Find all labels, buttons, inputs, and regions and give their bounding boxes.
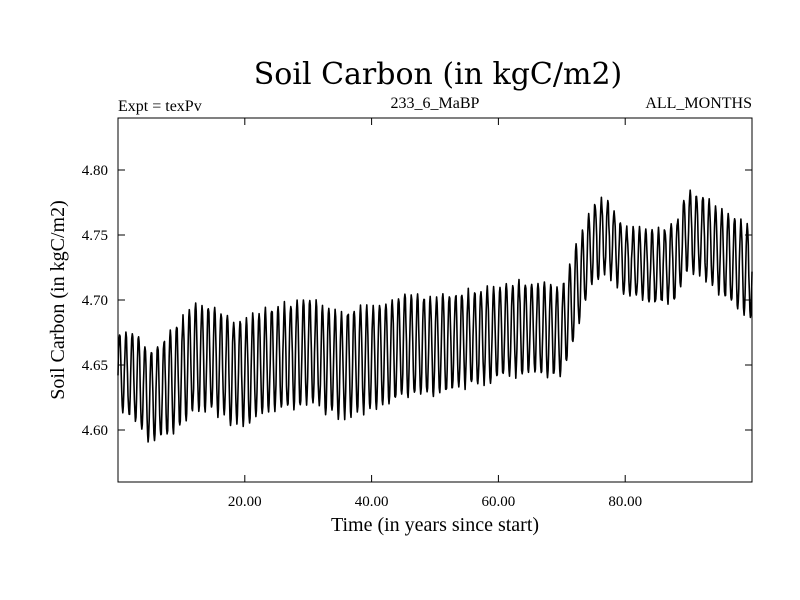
x-tick-label: 20.00: [228, 494, 262, 510]
x-axis-label: Time (in years since start): [331, 514, 539, 536]
y-axis-label: Soil Carbon (in kgC/m2): [47, 200, 69, 399]
y-tick-label: 4.65: [82, 358, 108, 374]
y-tick-label: 4.60: [82, 423, 108, 439]
series-line-soil-carbon: [117, 189, 753, 443]
x-tick-label: 60.00: [482, 494, 516, 510]
tick-layer: 20.00 40.00 60.00 80.00 4.60 4.65 4.70 4.75 4.80: [82, 118, 752, 510]
y-tick-label: 4.70: [82, 293, 108, 309]
x-tick-label: 80.00: [608, 494, 642, 510]
y-tick-label: 4.80: [82, 163, 108, 179]
chart-subtitle-center: 233_6_MaBP: [391, 95, 480, 112]
chart-subtitle-left: Expt = texPv: [118, 98, 202, 115]
data-layer: [117, 189, 753, 443]
x-tick-label: 40.00: [355, 494, 389, 510]
chart-subtitle-right: ALL_MONTHS: [645, 95, 752, 112]
plot-frame: [117, 117, 753, 483]
y-tick-label: 4.75: [82, 228, 108, 244]
chart-title: Soil Carbon (in kgC/m2): [254, 57, 622, 92]
